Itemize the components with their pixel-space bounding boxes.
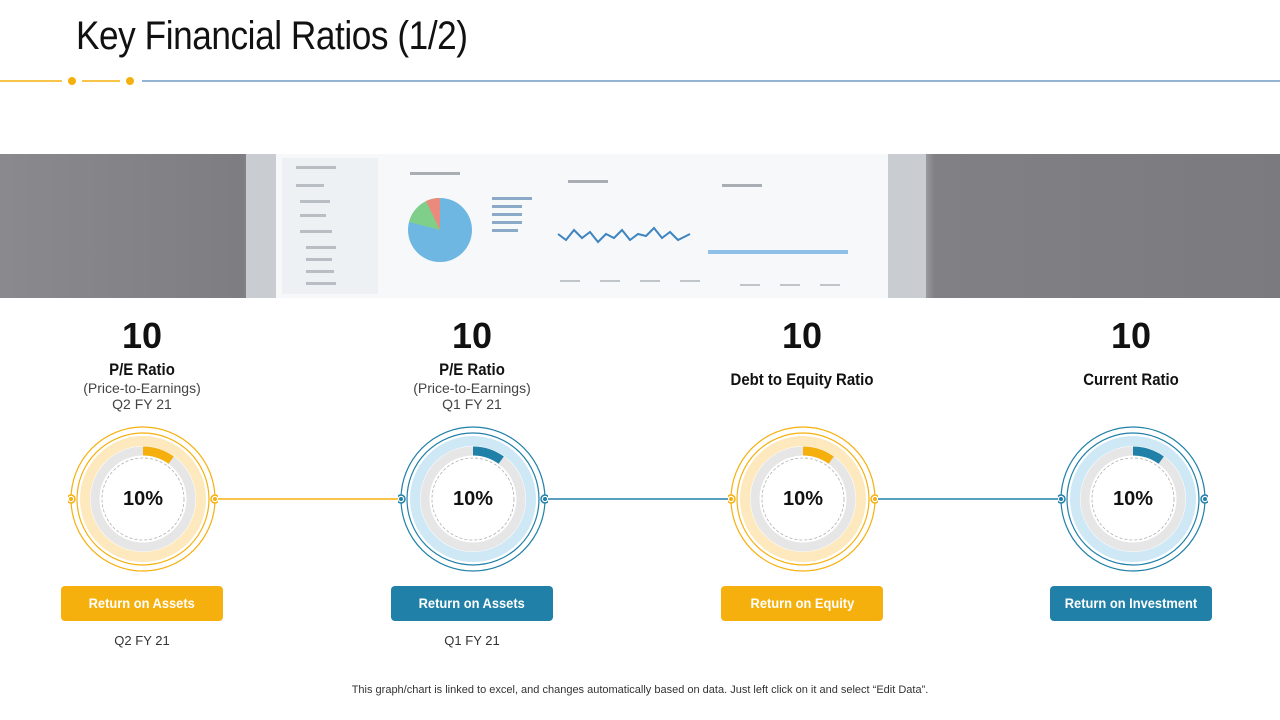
progress-ring-4: 10%	[1056, 424, 1210, 574]
ring-progress-arc	[472, 446, 504, 464]
button-label: Return on Investment	[1064, 595, 1198, 611]
metric-label: Debt to Equity Ratio	[730, 370, 874, 389]
metric-current-ratio: 10 Current Ratio	[1001, 316, 1261, 390]
ring-progress-arc	[802, 446, 834, 464]
ring-connector-dot-center	[1059, 497, 1063, 501]
metric-subtitle: (Price-to-Earnings)	[413, 380, 531, 396]
ring-dashed-guide	[101, 457, 185, 541]
metric-period: Q2 FY 21	[112, 396, 172, 412]
laptop-dashboard-photo	[0, 154, 1280, 298]
ring-dashed-guide	[1091, 457, 1175, 541]
metric-subtitle: (Price-to-Earnings)	[83, 380, 201, 396]
ring-connector-dot-center	[1203, 497, 1207, 501]
progress-ring-2: 10%	[396, 424, 550, 574]
ring-progress-arc	[142, 446, 174, 464]
metric-pe-ratio-q2: 10 P/E Ratio (Price-to-Earnings) Q2 FY 2…	[12, 315, 272, 413]
ring-band	[410, 436, 536, 562]
button-period: Q1 FY 21	[444, 633, 500, 648]
return-on-investment-button[interactable]: Return on Investment	[1050, 586, 1212, 621]
metric-value: 10	[121, 315, 163, 356]
metric-label: P/E Ratio	[109, 360, 175, 379]
metric-value: 10	[781, 315, 823, 356]
ring-inner-line	[76, 432, 210, 566]
ring-band	[1070, 436, 1196, 562]
ring-percent: 10%	[782, 487, 824, 510]
ring-band	[80, 436, 206, 562]
ring-connector-dot-center	[399, 497, 403, 501]
metric-label: Current Ratio	[1083, 370, 1179, 389]
ring-connector-dot-center	[543, 497, 547, 501]
metric-pe-ratio-q1: 10 P/E Ratio (Price-to-Earnings) Q1 FY 2…	[342, 315, 602, 413]
return-on-equity-button[interactable]: Return on Equity	[721, 586, 883, 621]
ring-percent: 10%	[452, 487, 494, 510]
title-divider	[0, 77, 1280, 85]
ring-percent: 10%	[122, 487, 164, 510]
ring-connector-dot-center	[729, 497, 733, 501]
metric-debt-to-equity: 10 Debt to Equity Ratio	[672, 316, 932, 390]
ring-percent: 10%	[1112, 487, 1154, 510]
metric-period: Q1 FY 21	[442, 396, 502, 412]
ring-band	[740, 436, 866, 562]
ring-connector-dot-center	[873, 497, 877, 501]
button-period: Q2 FY 21	[114, 633, 170, 648]
button-label: Return on Assets	[88, 595, 196, 611]
ring-connector-dot-center	[213, 497, 217, 501]
ring-inner-line	[406, 432, 540, 566]
ring-inner-line	[1066, 432, 1200, 566]
button-label: Return on Assets	[418, 595, 526, 611]
metric-value: 10	[1110, 315, 1152, 356]
progress-ring-1: 10%	[66, 424, 220, 574]
page-title: Key Financial Ratios (1/2)	[76, 14, 468, 58]
metric-value: 10	[451, 315, 493, 356]
ring-inner-line	[736, 432, 870, 566]
footer-note: This graph/chart is linked to excel, and…	[351, 684, 929, 696]
ring-dashed-guide	[761, 457, 845, 541]
metric-label: P/E Ratio	[439, 360, 505, 379]
return-on-assets-button[interactable]: Return on Assets	[391, 586, 553, 621]
ring-progress-arc	[1132, 446, 1164, 464]
progress-ring-3: 10%	[726, 424, 880, 574]
button-label: Return on Equity	[750, 595, 854, 611]
ring-connector-dot-center	[69, 497, 73, 501]
ring-dashed-guide	[431, 457, 515, 541]
return-on-assets-button[interactable]: Return on Assets	[61, 586, 223, 621]
